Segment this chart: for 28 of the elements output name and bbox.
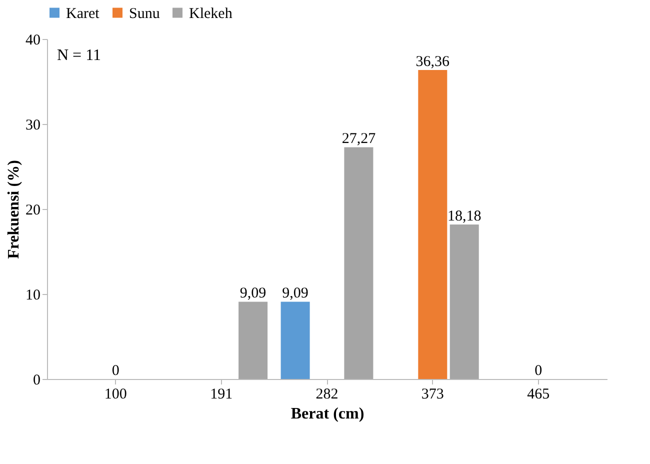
- data-label: 36,36: [416, 54, 450, 70]
- data-label: 0: [534, 363, 542, 379]
- x-tick-label: 100: [104, 386, 127, 402]
- legend-label: Sunu: [129, 6, 160, 22]
- data-label: 9,09: [240, 286, 266, 302]
- bar: [450, 224, 479, 379]
- x-axis-title: Berat (cm): [290, 406, 364, 422]
- bar: [418, 70, 448, 379]
- bar: [344, 147, 374, 379]
- x-tick-label: 373: [421, 386, 444, 402]
- legend-label: Klekeh: [189, 6, 233, 22]
- y-tick-label: 30: [26, 118, 40, 134]
- annotation: N = 11: [57, 47, 101, 64]
- y-axis-title: Frekuensi (%): [6, 160, 22, 259]
- data-label: 9,09: [282, 286, 308, 302]
- data-label: 18,18: [447, 208, 482, 224]
- y-tick-label: 0: [33, 372, 40, 388]
- legend-label: Karet: [66, 6, 100, 22]
- y-tick-label: 20: [26, 202, 40, 218]
- x-tick-label: 191: [210, 386, 233, 402]
- x-tick-label: 465: [527, 386, 550, 402]
- data-label: 27,27: [342, 131, 376, 148]
- y-tick-label: 40: [26, 32, 40, 48]
- x-tick-label: 282: [316, 386, 338, 402]
- bar: [280, 302, 310, 379]
- data-label: 0: [112, 363, 120, 379]
- y-tick-label: 10: [26, 288, 40, 304]
- bar: [238, 302, 268, 379]
